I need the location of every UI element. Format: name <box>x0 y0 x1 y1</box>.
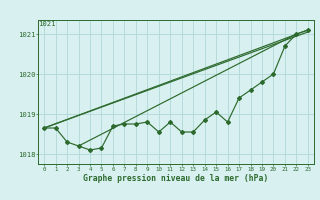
X-axis label: Graphe pression niveau de la mer (hPa): Graphe pression niveau de la mer (hPa) <box>84 174 268 183</box>
Text: 1021: 1021 <box>38 21 56 27</box>
